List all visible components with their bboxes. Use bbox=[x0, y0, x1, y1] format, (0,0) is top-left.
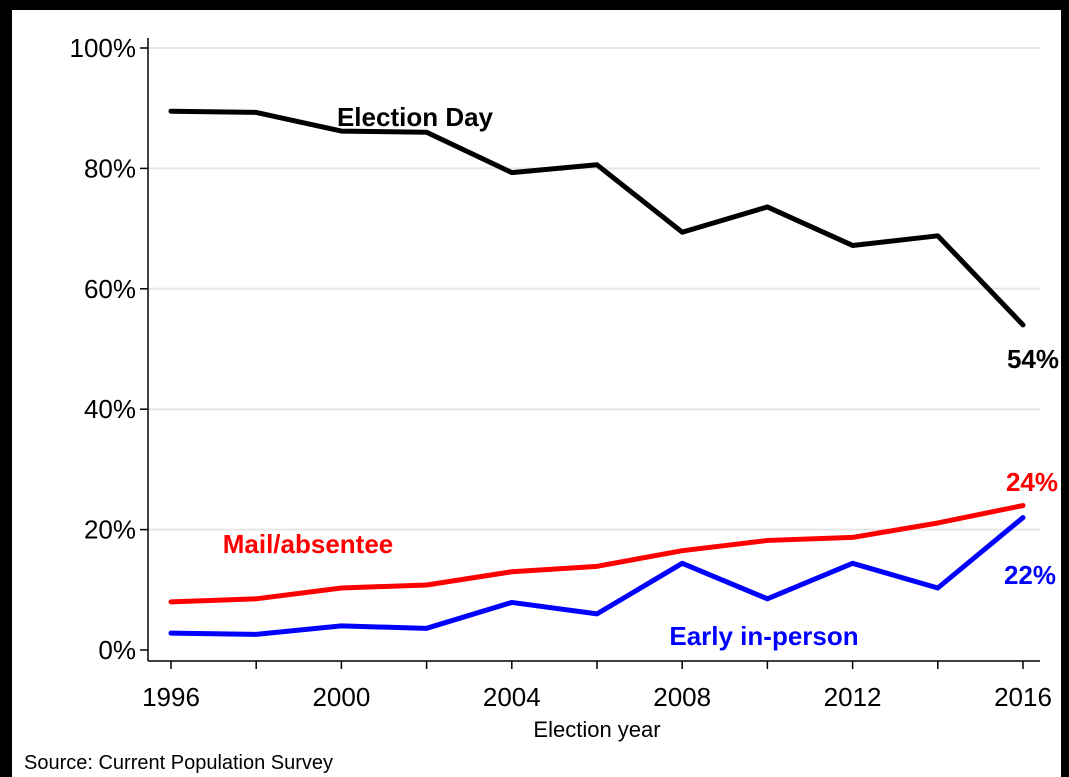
x-tick-label: 2000 bbox=[312, 682, 370, 712]
chart-panel: 0% 20% 40% 60% 80% 100% 1996 2000 2004 2008 2012 20… bbox=[12, 10, 1061, 777]
x-tick-label: 2012 bbox=[824, 682, 882, 712]
y-tick-label: 100% bbox=[70, 33, 137, 63]
series-end-value-label: 54% bbox=[1007, 344, 1059, 374]
series-line-early-in-person bbox=[168, 515, 1026, 637]
x-tick-label: 1996 bbox=[142, 682, 200, 712]
x-axis-title: Election year bbox=[533, 717, 660, 742]
y-tick-label: 60% bbox=[84, 274, 136, 304]
x-tick-label: 2016 bbox=[994, 682, 1052, 712]
y-tick-label: 40% bbox=[84, 394, 136, 424]
series-line-mail-absentee bbox=[168, 503, 1026, 605]
y-tick-label: 20% bbox=[84, 515, 136, 545]
y-tick-label: 0% bbox=[98, 635, 136, 665]
x-tick-label: 2004 bbox=[483, 682, 541, 712]
line-chart: 0% 20% 40% 60% 80% 100% 1996 2000 2004 2008 2012 20… bbox=[70, 33, 1060, 742]
y-tick-label: 80% bbox=[84, 153, 136, 183]
series-label: Early in-person bbox=[669, 621, 858, 651]
series-label: Election Day bbox=[337, 102, 494, 132]
series-line-election-day bbox=[168, 108, 1026, 328]
source-note: Source: Current Population Survey bbox=[24, 752, 334, 774]
x-tick-label: 2008 bbox=[653, 682, 711, 712]
series-end-value-label: 24% bbox=[1006, 467, 1058, 497]
series-end-value-label: 22% bbox=[1004, 560, 1056, 590]
series-label: Mail/absentee bbox=[223, 529, 394, 559]
